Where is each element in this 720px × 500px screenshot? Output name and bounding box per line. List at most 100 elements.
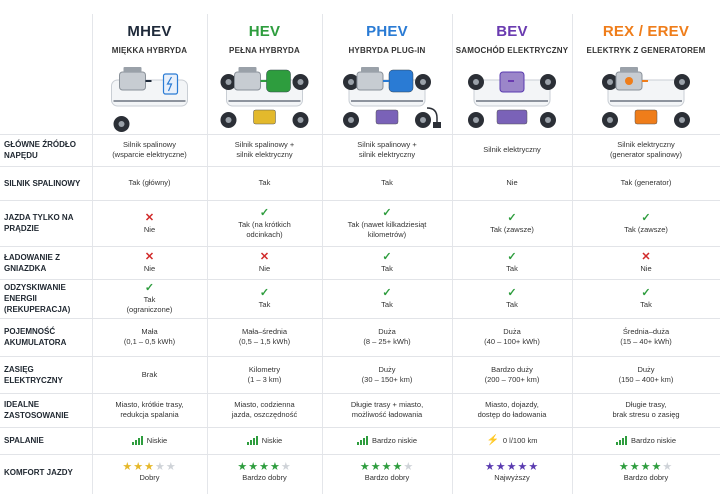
cell-text: Mała xyxy=(141,327,158,336)
row-divider xyxy=(0,200,720,201)
column-subtitle: SAMOCHÓD ELEKTRYCZNY xyxy=(455,46,569,55)
cell-text: Silnik spalinowy + xyxy=(234,140,295,149)
star-empty-icon: ★ xyxy=(662,461,674,473)
cell-text: Nie xyxy=(640,264,652,273)
cell-text: Tak (główny) xyxy=(128,178,171,187)
rating-stars: ★★★★★ xyxy=(122,461,176,473)
row-label: JAZDA TYLKO NA PRĄDZIE xyxy=(4,213,74,233)
comparison-cell: ★★★★★ Bardzo dobry xyxy=(572,454,720,490)
comparison-cell: ✕ Nie xyxy=(572,246,720,279)
star-filled-icon: ★ xyxy=(517,461,529,473)
check-icon: ✓ xyxy=(507,251,517,263)
comparison-cell: Tak xyxy=(322,166,452,200)
star-filled-icon: ★ xyxy=(381,461,393,473)
column-subtitle: MIĘKKA HYBRYDA xyxy=(111,46,188,55)
star-filled-icon: ★ xyxy=(651,461,663,473)
star-empty-icon: ★ xyxy=(165,461,177,473)
comparison-cell: Długie trasy, brak stresu o zasięg xyxy=(572,393,720,427)
row-label: SILNIK SPALINOWY xyxy=(4,178,81,188)
comparison-cell: ✓ Tak (na krótkich odcinkach) xyxy=(207,200,322,246)
row-divider xyxy=(0,454,720,455)
row-label: POJEMNOŚĆ AKUMULATORA xyxy=(4,327,67,347)
cell-text: Najwyższy xyxy=(494,473,530,482)
cell-text: Tak xyxy=(506,300,518,309)
comparison-cell: ✓ Tak xyxy=(322,279,452,318)
cell-text: Tak xyxy=(143,295,156,304)
comparison-cell: Bardzo niskie xyxy=(322,427,452,454)
cell-text: (0,5 – 1,5 kWh) xyxy=(238,337,291,346)
star-filled-icon: ★ xyxy=(269,461,281,473)
star-filled-icon: ★ xyxy=(392,461,404,473)
comparison-cell: Kilometry (1 – 3 km) xyxy=(207,356,322,393)
cell-text: Długie trasy + miasto, xyxy=(350,400,424,409)
rating-stars: ★★★★★ xyxy=(237,461,291,473)
comparison-cell: ✕ Nie xyxy=(207,246,322,279)
comparison-cell: Miasto, codzienna jazda, oszczędność xyxy=(207,393,322,427)
star-filled-icon: ★ xyxy=(359,461,371,473)
comparison-cell: ✓ Tak (zawsze) xyxy=(572,200,720,246)
comparison-cell: Tak xyxy=(207,166,322,200)
cell-text: silnik elektryczny xyxy=(358,150,416,159)
star-filled-icon: ★ xyxy=(484,461,496,473)
cell-text: Miasto, dojazdy, xyxy=(485,400,539,409)
rating-stars: ★★★★★ xyxy=(360,461,414,473)
comparison-cell: Długie trasy + miasto, możliwość ładowani… xyxy=(322,393,452,427)
row-label: SPALANIE xyxy=(4,436,44,445)
cell-text: dostęp do ładowania xyxy=(477,410,547,419)
cell-text: Niskie xyxy=(146,435,168,445)
cell-text: kilometrów) xyxy=(367,229,407,239)
cell-text: brak stresu o zasięg xyxy=(612,410,680,419)
row-label: KOMFORT JAZDY xyxy=(4,467,73,477)
star-filled-icon: ★ xyxy=(506,461,518,473)
cell-text: Tak xyxy=(381,300,393,309)
comparison-cell: Silnik spalinowy (wsparcie elektryczne) xyxy=(92,134,207,166)
cell-text: Bardzo dobry xyxy=(623,473,669,482)
cell-text: Silnik elektryczny xyxy=(483,145,541,154)
comparison-cell: ✓ Tak (nawet kilkadziesiąt kilometrów) xyxy=(322,200,452,246)
cell-text: (150 – 400+ km) xyxy=(618,374,674,384)
rating-stars: ★★★★★ xyxy=(485,461,539,473)
cell-text: Miasto, codzienna xyxy=(234,400,295,409)
drivetrain-illustration-icon xyxy=(111,67,188,132)
star-filled-icon: ★ xyxy=(528,461,540,473)
drivetrain-illustration-icon xyxy=(468,71,556,128)
row-label: GŁÓWNE ŹRÓDŁO NAPĘDU xyxy=(4,140,76,160)
column-title: BEV xyxy=(496,23,528,40)
cell-text: Nie xyxy=(143,224,156,234)
cell-text: Tak (na krótkich xyxy=(238,219,291,229)
check-icon: ✓ xyxy=(259,206,270,219)
comparison-cell: ✓ Tak xyxy=(452,246,572,279)
cell-text: (ograniczone) xyxy=(126,305,173,314)
comparison-cell: Niskie xyxy=(207,427,322,454)
column-divider xyxy=(452,14,572,494)
star-empty-icon: ★ xyxy=(403,461,415,473)
comparison-cell: Niskie xyxy=(92,427,207,454)
cell-text: silnik elektryczny xyxy=(236,150,293,159)
comparison-cell: Tak (główny) xyxy=(92,166,207,200)
cell-text: Tak xyxy=(381,264,393,273)
column-divider xyxy=(322,14,452,494)
star-filled-icon: ★ xyxy=(259,461,270,473)
cell-text: Silnik spalinowy xyxy=(123,140,176,149)
row-divider xyxy=(0,318,720,319)
comparison-cell: Silnik spalinowy + silnik elektryczny xyxy=(322,134,452,166)
consumption-value: Bardzo niskie xyxy=(356,436,417,446)
cell-text: Kilometry xyxy=(248,364,281,374)
cell-text: Niskie xyxy=(261,435,283,445)
row-label: ZASIĘG ELEKTRYCZNY xyxy=(4,364,63,385)
signal-bars-icon xyxy=(356,436,368,445)
column-header-phev: PHEV HYBRYDA PLUG-IN xyxy=(322,14,452,134)
cell-text: Duży xyxy=(637,364,655,374)
cell-text: Tak xyxy=(506,264,518,273)
column-subtitle: ELEKTRYK Z GENERATOREM xyxy=(586,46,706,55)
cell-text: (15 – 40+ kWh) xyxy=(620,337,672,346)
star-filled-icon: ★ xyxy=(629,461,641,473)
comparison-cell: Miasto, krótkie trasy, redukcja spalania xyxy=(92,393,207,427)
cell-text: (30 – 150+ km) xyxy=(361,374,413,384)
column-divider xyxy=(207,14,322,494)
cell-text: (200 – 700+ km) xyxy=(484,374,540,384)
cross-icon: ✕ xyxy=(641,251,651,263)
cell-text: Tak xyxy=(381,178,393,187)
cell-text: Bardzo dobry xyxy=(364,473,410,482)
comparison-cell: ✓ Tak xyxy=(207,279,322,318)
